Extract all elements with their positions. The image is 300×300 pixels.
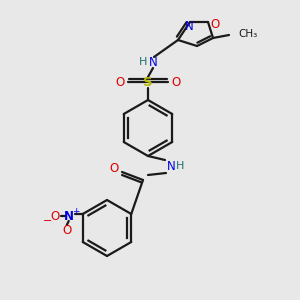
Text: O: O: [210, 19, 220, 32]
Text: N: N: [148, 56, 158, 68]
Text: O: O: [116, 76, 124, 88]
Text: +: +: [72, 208, 80, 217]
Text: H: H: [139, 57, 147, 67]
Text: −: −: [43, 216, 52, 226]
Text: O: O: [110, 161, 118, 175]
Text: H: H: [176, 161, 184, 171]
Text: N: N: [64, 209, 74, 223]
Text: N: N: [167, 160, 176, 172]
Text: S: S: [143, 76, 153, 88]
Text: O: O: [50, 209, 59, 223]
Text: N: N: [184, 20, 194, 34]
Text: O: O: [62, 224, 71, 236]
Text: CH₃: CH₃: [238, 29, 257, 39]
Text: O: O: [171, 76, 181, 88]
